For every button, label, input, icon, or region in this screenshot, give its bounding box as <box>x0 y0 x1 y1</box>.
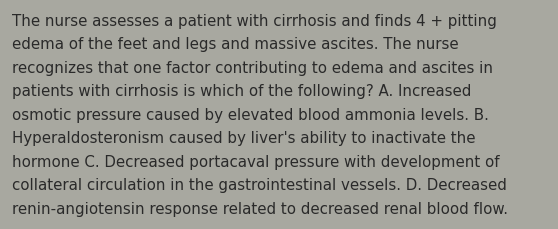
Text: The nurse assesses a patient with cirrhosis and finds 4 + pitting: The nurse assesses a patient with cirrho… <box>12 14 497 29</box>
Text: osmotic pressure caused by elevated blood ammonia levels. B.: osmotic pressure caused by elevated bloo… <box>12 108 489 123</box>
Text: patients with cirrhosis is which of the following? A. Increased: patients with cirrhosis is which of the … <box>12 84 472 99</box>
Text: recognizes that one factor contributing to edema and ascites in: recognizes that one factor contributing … <box>12 61 493 76</box>
Text: Hyperaldosteronism caused by liver's ability to inactivate the: Hyperaldosteronism caused by liver's abi… <box>12 131 475 146</box>
Text: edema of the feet and legs and massive ascites. The nurse: edema of the feet and legs and massive a… <box>12 37 459 52</box>
Text: renin-angiotensin response related to decreased renal blood flow.: renin-angiotensin response related to de… <box>12 201 508 216</box>
Text: collateral circulation in the gastrointestinal vessels. D. Decreased: collateral circulation in the gastrointe… <box>12 178 507 193</box>
Text: hormone C. Decreased portacaval pressure with development of: hormone C. Decreased portacaval pressure… <box>12 154 499 169</box>
